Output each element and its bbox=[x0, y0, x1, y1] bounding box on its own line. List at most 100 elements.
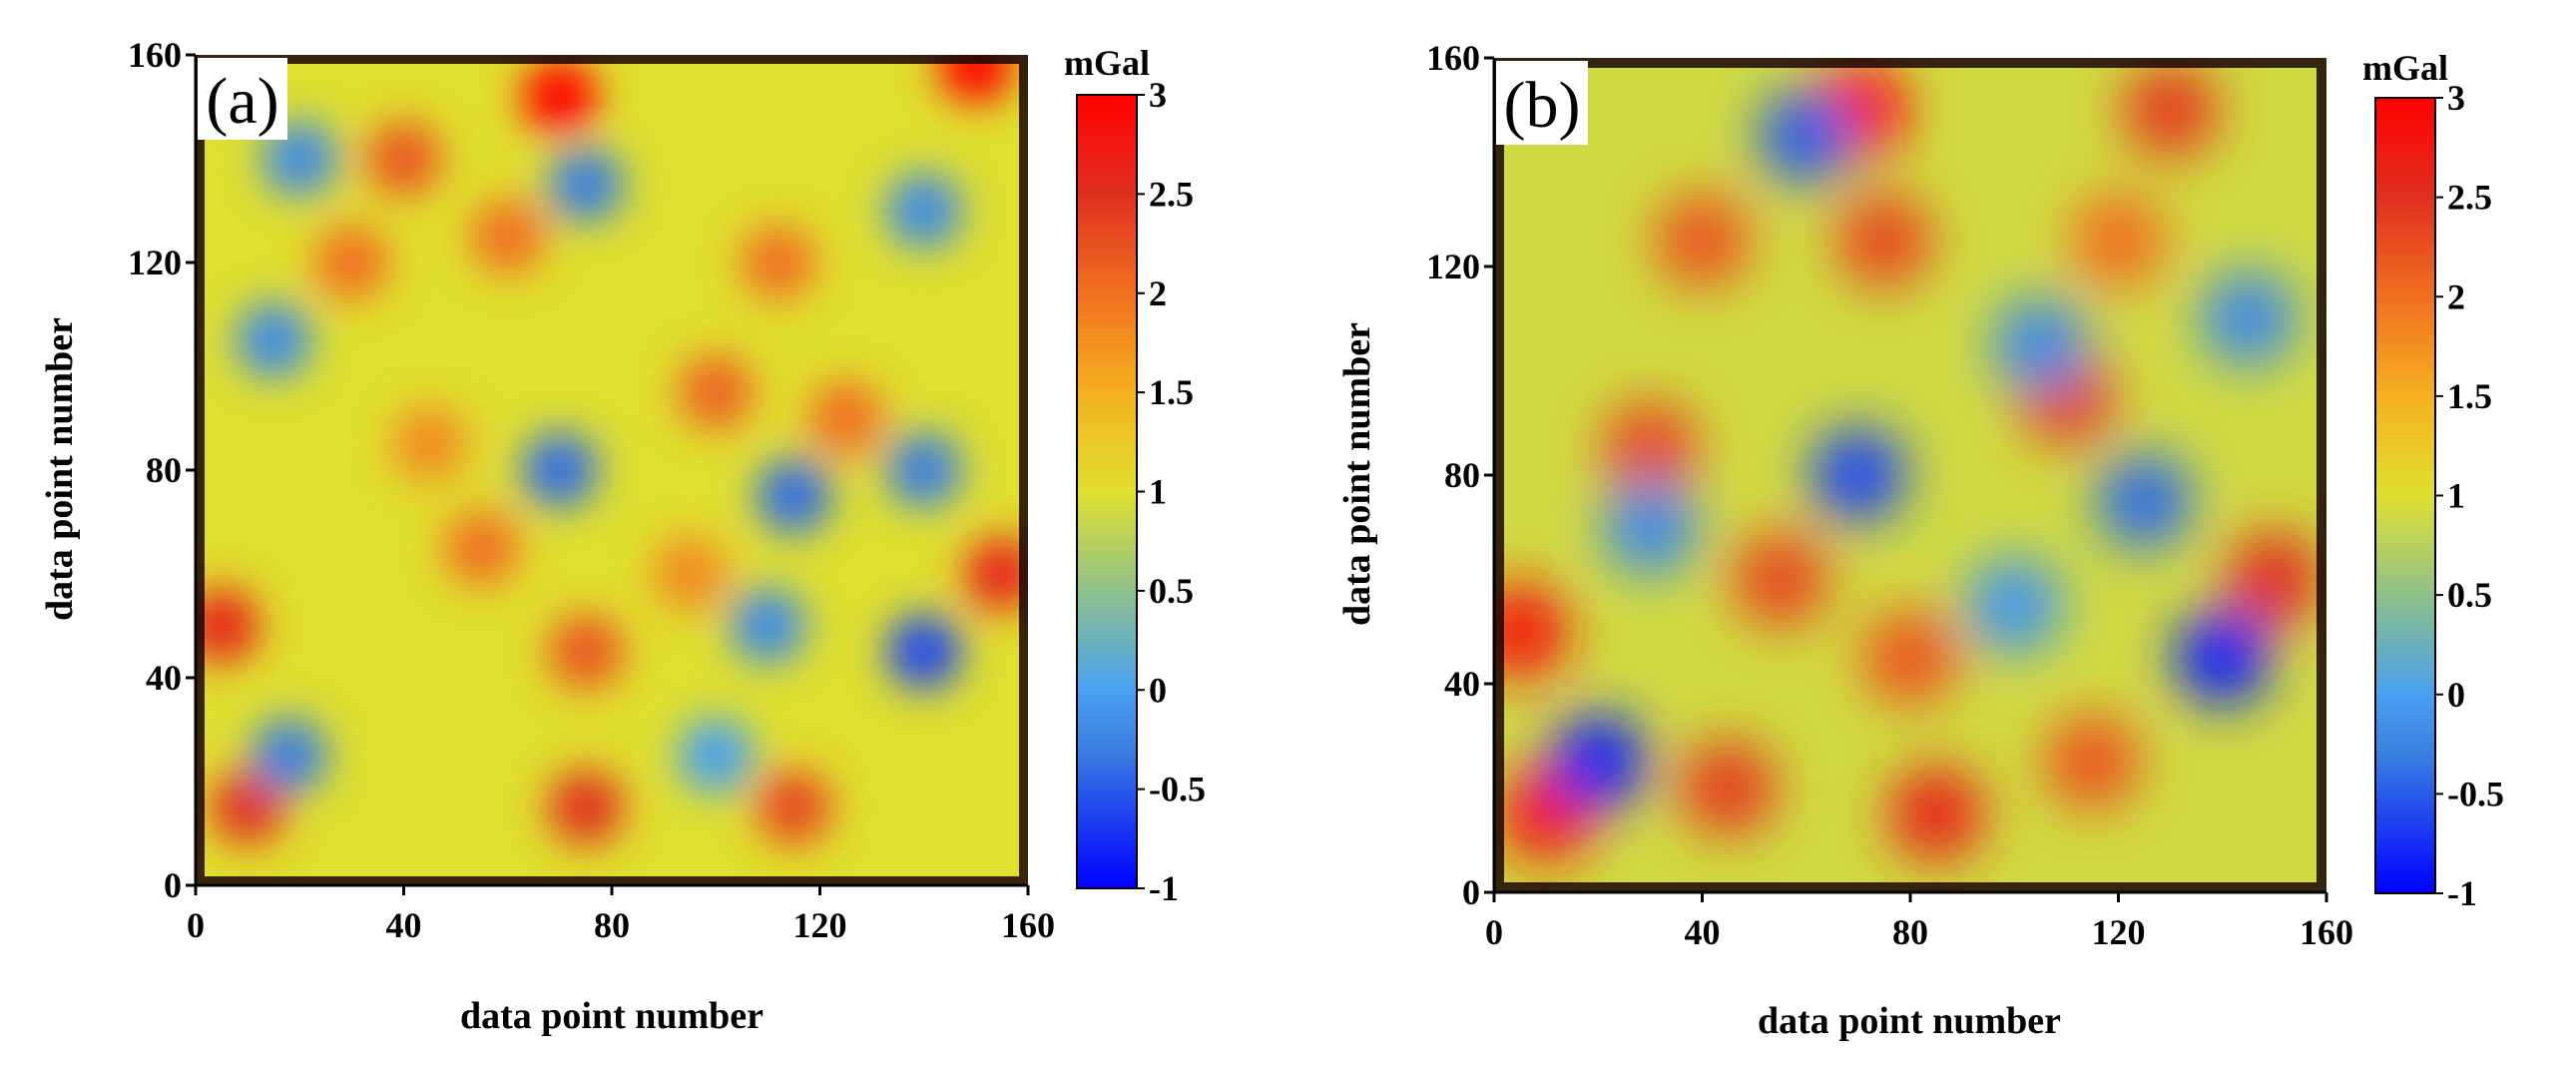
heatmap-blob bbox=[1680, 740, 1777, 836]
heatmap-blob bbox=[251, 717, 327, 795]
heatmap-blob bbox=[1887, 766, 1985, 862]
y-tick-label: 120 bbox=[1426, 247, 1480, 286]
colorbar-tick-label: -1 bbox=[2447, 873, 2477, 913]
y-tick-label: 80 bbox=[146, 450, 182, 490]
colorbar-tick-label: -1 bbox=[1149, 868, 1179, 908]
heatmap-blob bbox=[547, 769, 625, 846]
heatmap-blob bbox=[1861, 609, 1959, 706]
x-tick-label: 120 bbox=[2092, 912, 2146, 952]
heatmap-blob bbox=[2226, 531, 2322, 628]
x-tick-label: 120 bbox=[793, 905, 847, 945]
x-tick-label: 80 bbox=[1892, 912, 1928, 952]
heatmap-blob bbox=[547, 613, 625, 691]
heatmap-blob bbox=[1758, 88, 1854, 185]
colorbar-gradient bbox=[2374, 97, 2436, 894]
x-tick-label: 160 bbox=[2300, 912, 2353, 952]
heatmap-blob bbox=[196, 587, 260, 665]
colorbar-tick-label: 2 bbox=[2447, 276, 2465, 316]
heatmap-b bbox=[1494, 58, 2326, 892]
colorbar-tick-label: 0.5 bbox=[2447, 575, 2492, 615]
heatmap-blob bbox=[391, 405, 468, 483]
colorbar-unit-label: mGal bbox=[2362, 48, 2448, 88]
heatmap-blob bbox=[547, 146, 625, 224]
y-tick-label: 160 bbox=[128, 35, 182, 75]
colorbar-tick-label: 0 bbox=[2447, 675, 2465, 715]
heatmap-blob bbox=[937, 55, 1014, 104]
heatmap-blob bbox=[1602, 400, 1699, 497]
heatmap-blob bbox=[210, 769, 286, 846]
heatmap-blob bbox=[1809, 426, 1906, 524]
heatmap-blob bbox=[2122, 62, 2219, 159]
heatmap-blob bbox=[1494, 583, 1569, 680]
panel-a: 0 40 80 120 160 0 40 80 120 160 (a) data point nu… bbox=[39, 35, 1206, 1037]
x-tick-label: 0 bbox=[187, 905, 205, 945]
heatmap-blob bbox=[1654, 192, 1751, 288]
colorbar-tick-label: -0.5 bbox=[2447, 774, 2504, 813]
y-axis-label-b: data point number bbox=[1336, 322, 1378, 626]
x-tick-label: 160 bbox=[1001, 905, 1055, 945]
y-tick-label: 40 bbox=[1444, 664, 1480, 704]
y-tick-label: 80 bbox=[1444, 455, 1480, 495]
axes-a: 0 40 80 120 160 0 40 80 120 160 bbox=[128, 35, 1055, 945]
heatmap-blob bbox=[1602, 479, 1699, 576]
heatmap-blob bbox=[521, 58, 598, 135]
y-tick-label: 40 bbox=[146, 658, 182, 698]
y-tick-label: 0 bbox=[1462, 872, 1480, 912]
heatmap-blob bbox=[1835, 192, 1933, 288]
heatmap-blob bbox=[678, 353, 755, 431]
heatmap-blob bbox=[1992, 296, 2089, 393]
heatmap-blob bbox=[678, 717, 755, 795]
heatmap-blob bbox=[2200, 270, 2297, 367]
heatmap-blob bbox=[443, 509, 520, 587]
y-tick-label: 120 bbox=[128, 243, 182, 282]
colorbar-tick-label: 1.5 bbox=[1149, 372, 1194, 412]
heatmap-blob bbox=[963, 535, 1028, 613]
colorbar-tick-label: 0.5 bbox=[1149, 571, 1194, 611]
heatmap-a bbox=[196, 55, 1028, 885]
colorbar-tick-label: 1.5 bbox=[2447, 376, 2492, 416]
heatmap-blob bbox=[756, 769, 832, 846]
colorbar-tick-label: 1 bbox=[1149, 472, 1167, 512]
heatmap-a-features bbox=[196, 55, 1028, 846]
heatmap-blob bbox=[1550, 714, 1647, 810]
panel-label-a: (a) bbox=[206, 65, 278, 138]
x-axis-label-a: data point number bbox=[460, 995, 764, 1037]
x-axis-label-b: data point number bbox=[1758, 1000, 2061, 1042]
heatmap-blob bbox=[730, 587, 806, 665]
heatmap-blob bbox=[885, 431, 962, 509]
heatmap-blob bbox=[365, 120, 442, 198]
heatmap-b-features bbox=[1494, 62, 2322, 862]
heatmap-blob bbox=[469, 198, 546, 275]
heatmap-blob bbox=[2174, 609, 2271, 706]
colorbar-a: mGal -1 -0.5 0 0.5 1 1.5 2 2.5 3 bbox=[1064, 43, 1206, 908]
heatmap-blob bbox=[2096, 453, 2193, 550]
y-axis-label-a: data point number bbox=[39, 317, 81, 621]
colorbar-tick-label: 3 bbox=[2447, 78, 2465, 118]
x-tick-label: 80 bbox=[594, 905, 630, 945]
y-tick-label: 160 bbox=[1426, 38, 1480, 78]
heatmap-blob bbox=[807, 379, 884, 457]
y-tick-label: 0 bbox=[164, 865, 182, 905]
x-tick-label: 40 bbox=[386, 905, 422, 945]
colorbar-tick-label: -0.5 bbox=[1149, 770, 1206, 809]
heatmap-blob bbox=[885, 613, 962, 691]
heatmap-blob bbox=[1732, 531, 1828, 628]
heatmap-blob bbox=[756, 457, 832, 535]
heatmap-blob bbox=[313, 224, 390, 301]
colorbar-tick-label: 3 bbox=[1149, 75, 1167, 115]
x-tick-label: 0 bbox=[1485, 912, 1503, 952]
heatmap-blob bbox=[652, 535, 729, 613]
heatmap-blob bbox=[2044, 714, 2141, 810]
heatmap-blob bbox=[521, 431, 598, 509]
heatmap-blob bbox=[885, 172, 962, 250]
axes-b: 0 40 80 120 160 0 40 80 120 160 bbox=[1426, 38, 2353, 952]
colorbar-tick-label: 0 bbox=[1149, 670, 1167, 710]
colorbar-gradient bbox=[1076, 94, 1138, 889]
heatmap-blob bbox=[740, 224, 816, 301]
panel-label-b-box bbox=[1496, 61, 1588, 145]
heatmap-blob bbox=[236, 301, 312, 379]
heatmap-blob bbox=[2070, 192, 2167, 288]
colorbar-tick-label: 1 bbox=[2447, 476, 2465, 516]
